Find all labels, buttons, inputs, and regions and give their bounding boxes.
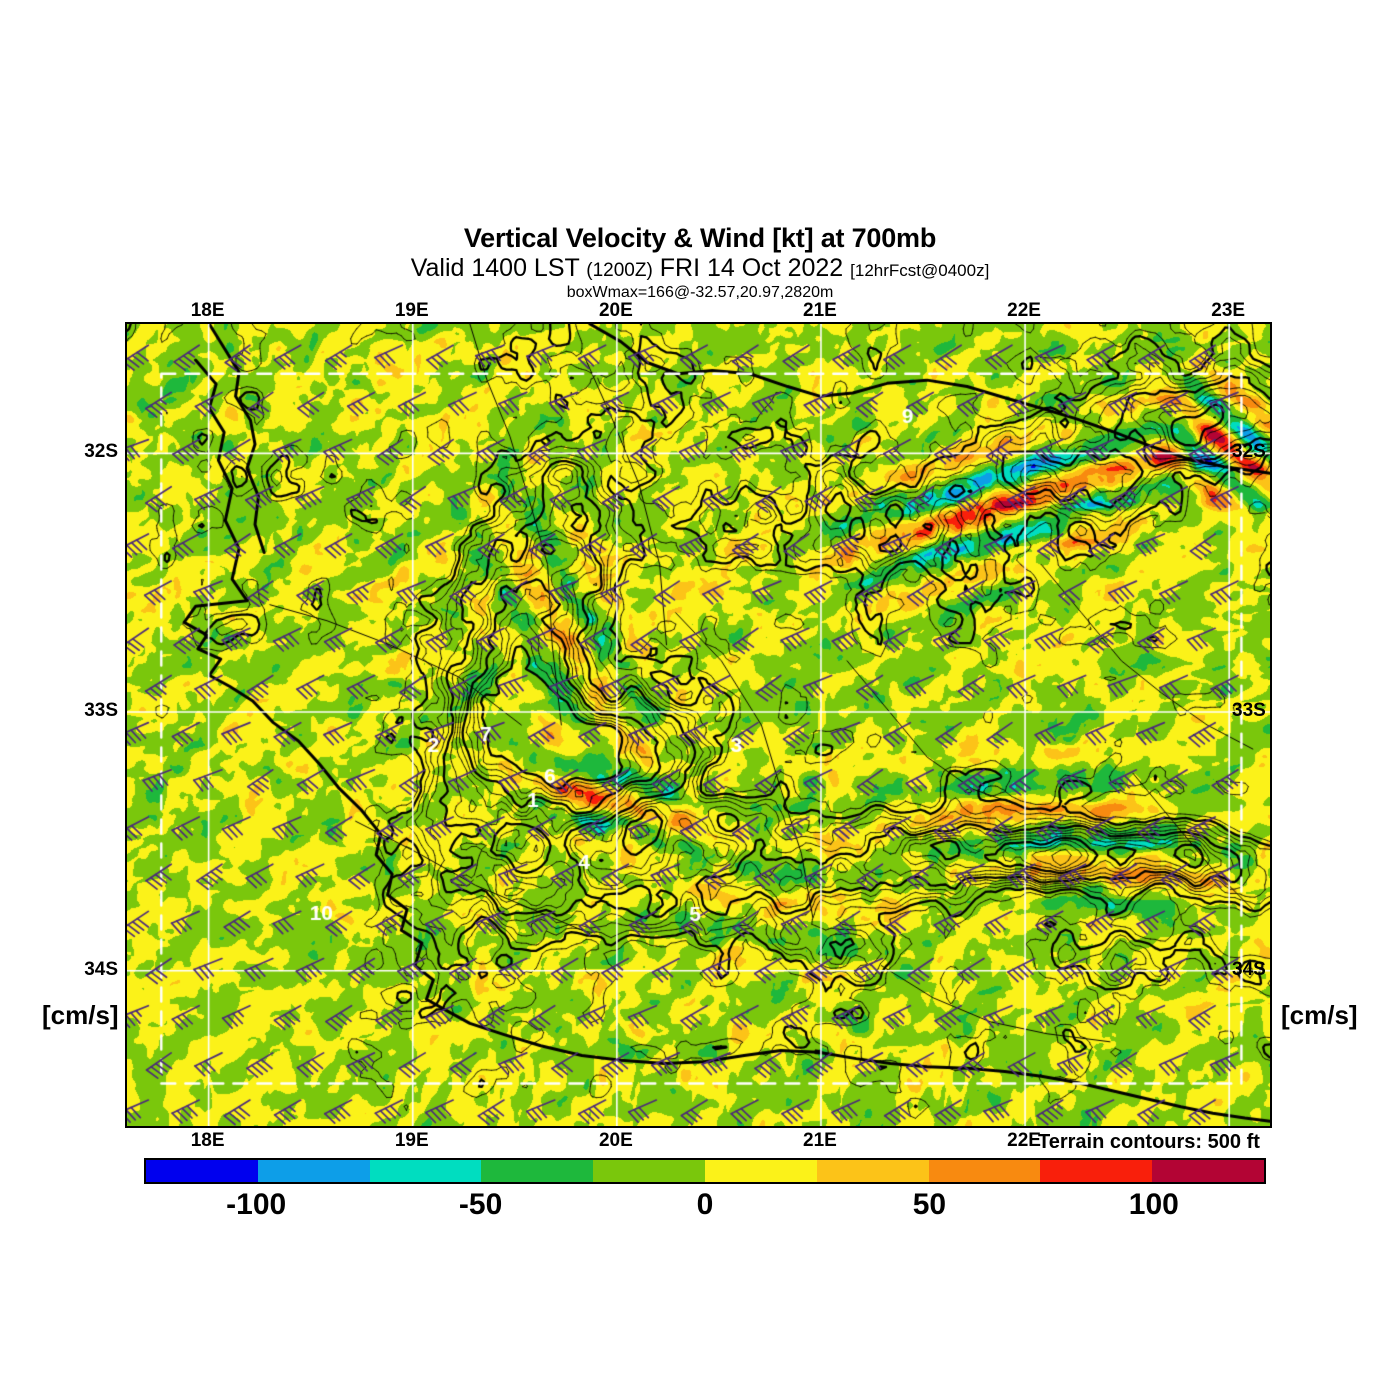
lat-tick-left-32S: 32S <box>84 441 118 463</box>
lon-tick-top-21E: 21E <box>803 300 837 321</box>
lon-tick-bottom-19E: 19E <box>394 1130 429 1151</box>
subtitle-row: Valid 1400 LST (1200Z) FRI 14 Oct 2022 [… <box>0 254 1400 285</box>
colorbar-ticks: -100 -50 0 50 100 <box>144 1188 1266 1224</box>
colorbar-segment-5 <box>704 1160 817 1182</box>
lon-tick-bottom-20E: 20E <box>598 1130 633 1151</box>
lon-tick-bottom-22E: 22E <box>1007 1130 1041 1151</box>
colorbar-segment-4 <box>593 1160 705 1182</box>
lon-tick-bottom-21E: 21E <box>803 1130 837 1151</box>
lon-tick-top-23E: 23E <box>1211 300 1246 321</box>
unit-label-left: [cm/s] <box>42 1000 119 1030</box>
lon-tick-top-19E: 19E <box>394 300 429 321</box>
colorbar-segment-7 <box>928 1160 1041 1182</box>
colorbar-tick--100: -100 <box>226 1188 287 1221</box>
colorbar-tick-50: 50 <box>912 1188 947 1221</box>
lon-tick-bottom-18E: 18E <box>190 1130 225 1151</box>
lat-tick-right-33S: 33S <box>1232 700 1266 722</box>
terrain-contour-note: Terrain contours: 500 ft <box>1038 1131 1260 1153</box>
colorbar-segment-3 <box>481 1160 594 1182</box>
page-title: Vertical Velocity & Wind [kt] at 700mb <box>463 223 937 253</box>
lat-tick-right-34S: 34S <box>1232 958 1266 980</box>
colorbar-segment-8 <box>1040 1160 1153 1182</box>
colorbar-segment-1 <box>257 1160 370 1182</box>
colorbar[interactable] <box>144 1158 1266 1184</box>
map-overlays <box>127 324 1270 1126</box>
lon-tick-top-20E: 20E <box>598 300 633 321</box>
unit-label-right: [cm/s] <box>1281 1000 1358 1030</box>
subtitle-day: FRI 14 Oct 2022 <box>659 254 844 282</box>
subtitle-valid: Valid 1400 LST <box>410 254 580 282</box>
lat-tick-left-33S: 33S <box>84 700 118 722</box>
colorbar-segment-9 <box>1152 1160 1264 1182</box>
colorbar-tick-100: 100 <box>1128 1188 1179 1221</box>
colorbar-segment-0 <box>146 1160 258 1182</box>
lon-tick-top-22E: 22E <box>1007 300 1041 321</box>
subtitle-forecast: [12hrFcst@0400z] <box>850 261 990 280</box>
title-block: Vertical Velocity & Wind [kt] at 700mb V… <box>0 222 1400 302</box>
lat-tick-left-34S: 34S <box>84 958 118 980</box>
colorbar-tick-0: 0 <box>696 1188 714 1221</box>
subtitle-utc: (1200Z) <box>586 260 653 281</box>
subtitle-boxmax: boxWmax=166@-32.57,20.97,2820m <box>566 284 834 301</box>
colorbar-segment-6 <box>816 1160 929 1182</box>
map-panel[interactable] <box>125 322 1272 1128</box>
lon-tick-top-18E: 18E <box>190 300 225 321</box>
colorbar-tick--50: -50 <box>458 1188 503 1221</box>
lat-tick-right-32S: 32S <box>1232 441 1266 463</box>
colorbar-segment-2 <box>369 1160 482 1182</box>
